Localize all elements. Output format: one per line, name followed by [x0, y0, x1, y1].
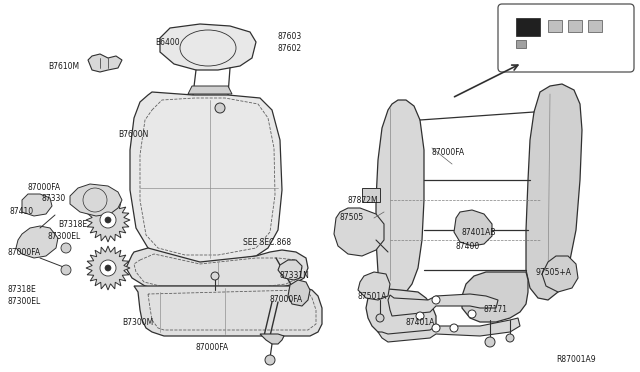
Text: 87300EL: 87300EL [48, 232, 81, 241]
Circle shape [432, 296, 440, 304]
Text: R87001A9: R87001A9 [556, 355, 596, 364]
Text: 87318E: 87318E [8, 285, 36, 294]
Text: 87000FA: 87000FA [270, 295, 303, 304]
Text: 87000FA: 87000FA [195, 343, 228, 352]
Text: 87872M: 87872M [348, 196, 379, 205]
Polygon shape [88, 54, 122, 72]
Text: B7610M: B7610M [48, 62, 79, 71]
Circle shape [432, 324, 440, 332]
Polygon shape [260, 334, 284, 344]
Text: 87401AB: 87401AB [462, 228, 497, 237]
Text: 97505+A: 97505+A [535, 268, 571, 277]
Text: 87330: 87330 [42, 194, 67, 203]
Polygon shape [86, 198, 130, 242]
Text: 87603: 87603 [278, 32, 302, 41]
Circle shape [61, 265, 71, 275]
Polygon shape [16, 226, 58, 258]
Circle shape [61, 243, 71, 253]
Circle shape [506, 334, 514, 342]
Circle shape [376, 314, 384, 322]
Polygon shape [70, 184, 122, 216]
Polygon shape [22, 194, 52, 216]
FancyBboxPatch shape [548, 20, 562, 32]
Text: 87401A: 87401A [406, 318, 435, 327]
Polygon shape [462, 272, 528, 322]
Polygon shape [358, 272, 390, 300]
Text: 87000FA: 87000FA [432, 148, 465, 157]
Circle shape [105, 265, 111, 271]
Polygon shape [454, 210, 492, 246]
FancyBboxPatch shape [568, 20, 582, 32]
Text: 87000FA: 87000FA [28, 183, 61, 192]
Text: B7600N: B7600N [118, 130, 148, 139]
Text: 87602: 87602 [278, 44, 302, 53]
Text: B6400: B6400 [155, 38, 180, 47]
Polygon shape [526, 84, 582, 300]
Polygon shape [288, 280, 310, 306]
Polygon shape [334, 208, 384, 256]
Text: 87000FA: 87000FA [8, 248, 41, 257]
Text: 87400: 87400 [456, 242, 480, 251]
Circle shape [100, 212, 116, 228]
Circle shape [100, 260, 116, 276]
Polygon shape [376, 100, 424, 296]
Circle shape [105, 217, 111, 223]
Polygon shape [278, 260, 302, 280]
Polygon shape [86, 246, 130, 290]
Text: 87331N: 87331N [280, 271, 310, 280]
Text: 87171: 87171 [484, 305, 508, 314]
Polygon shape [366, 288, 436, 338]
Polygon shape [130, 92, 282, 264]
Circle shape [215, 103, 225, 113]
FancyBboxPatch shape [588, 20, 602, 32]
FancyBboxPatch shape [516, 18, 540, 36]
Polygon shape [542, 256, 578, 292]
Circle shape [450, 324, 458, 332]
Text: B7300M: B7300M [122, 318, 153, 327]
FancyBboxPatch shape [362, 188, 380, 202]
Text: 87410: 87410 [10, 207, 34, 216]
Text: B7318E: B7318E [58, 220, 87, 229]
Polygon shape [126, 248, 308, 294]
Text: 87501A: 87501A [358, 292, 387, 301]
Circle shape [468, 310, 476, 318]
Polygon shape [134, 286, 322, 336]
Circle shape [211, 272, 219, 280]
Circle shape [485, 337, 495, 347]
FancyBboxPatch shape [498, 4, 634, 72]
Polygon shape [160, 24, 256, 70]
Polygon shape [388, 294, 498, 316]
Polygon shape [378, 318, 520, 342]
Circle shape [265, 355, 275, 365]
Polygon shape [188, 86, 232, 94]
Circle shape [416, 312, 424, 320]
Text: SEE SEC.868: SEE SEC.868 [243, 238, 291, 247]
Text: 87300EL: 87300EL [8, 297, 41, 306]
Text: 87505: 87505 [340, 213, 364, 222]
FancyBboxPatch shape [516, 40, 526, 48]
